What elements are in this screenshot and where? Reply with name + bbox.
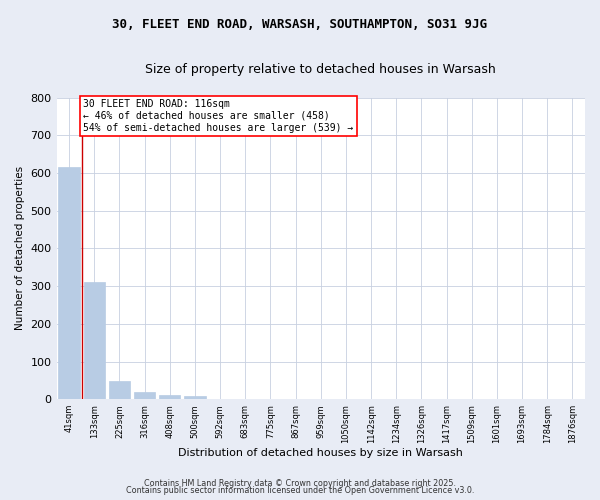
- Bar: [184, 396, 206, 399]
- Text: 30, FLEET END ROAD, WARSASH, SOUTHAMPTON, SO31 9JG: 30, FLEET END ROAD, WARSASH, SOUTHAMPTON…: [113, 18, 487, 30]
- X-axis label: Distribution of detached houses by size in Warsash: Distribution of detached houses by size …: [178, 448, 463, 458]
- Bar: [83, 282, 105, 399]
- Title: Size of property relative to detached houses in Warsash: Size of property relative to detached ho…: [145, 62, 496, 76]
- Bar: [134, 392, 155, 399]
- Bar: [58, 167, 80, 399]
- Bar: [109, 381, 130, 399]
- Y-axis label: Number of detached properties: Number of detached properties: [15, 166, 25, 330]
- Text: Contains HM Land Registry data © Crown copyright and database right 2025.: Contains HM Land Registry data © Crown c…: [144, 478, 456, 488]
- Bar: [159, 396, 181, 399]
- Text: Contains public sector information licensed under the Open Government Licence v3: Contains public sector information licen…: [126, 486, 474, 495]
- Text: 30 FLEET END ROAD: 116sqm
← 46% of detached houses are smaller (458)
54% of semi: 30 FLEET END ROAD: 116sqm ← 46% of detac…: [83, 100, 353, 132]
